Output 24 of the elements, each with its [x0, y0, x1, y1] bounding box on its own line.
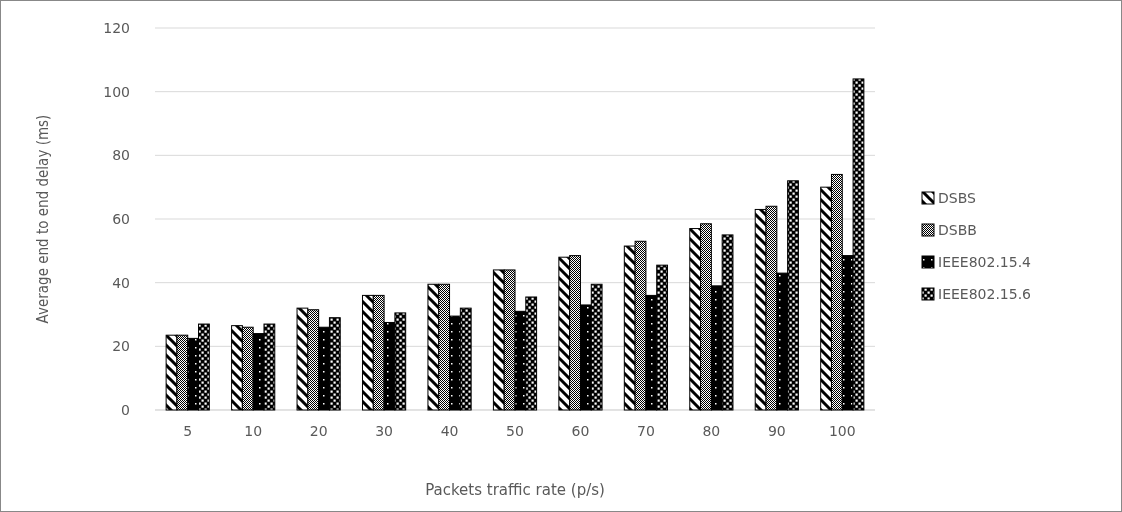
legend-label: DSBB [938, 221, 977, 238]
y-tick-label: 40 [112, 274, 130, 291]
x-tick-label: 40 [440, 423, 459, 439]
x-tick-label: 5 [183, 423, 193, 439]
y-tick-label: 100 [103, 83, 130, 100]
legend-label: IEEE802.15.6 [938, 285, 1032, 302]
y-axis-title: Average end to end delay (ms) [34, 114, 52, 324]
x-tick-label: 50 [506, 423, 524, 439]
y-tick-label: 20 [112, 338, 130, 355]
y-tick-label: 120 [103, 19, 130, 36]
x-tick-label: 100 [828, 423, 856, 439]
x-tick-label: 20 [309, 423, 328, 439]
x-tick-label: 30 [375, 423, 393, 439]
legend-label: DSBS [938, 189, 977, 206]
x-axis-title: Packets traffic rate (p/s) [425, 481, 605, 499]
x-tick-label: 10 [244, 423, 263, 439]
x-tick-label: 80 [702, 423, 721, 439]
y-tick-label: 60 [112, 210, 130, 227]
x-tick-label: 70 [637, 423, 655, 439]
y-tick-label: 0 [121, 401, 130, 418]
legend-label: IEEE802.15.4 [938, 253, 1032, 270]
x-tick-label: 60 [571, 423, 590, 439]
x-tick-label: 90 [767, 423, 786, 439]
y-tick-label: 80 [112, 147, 130, 164]
